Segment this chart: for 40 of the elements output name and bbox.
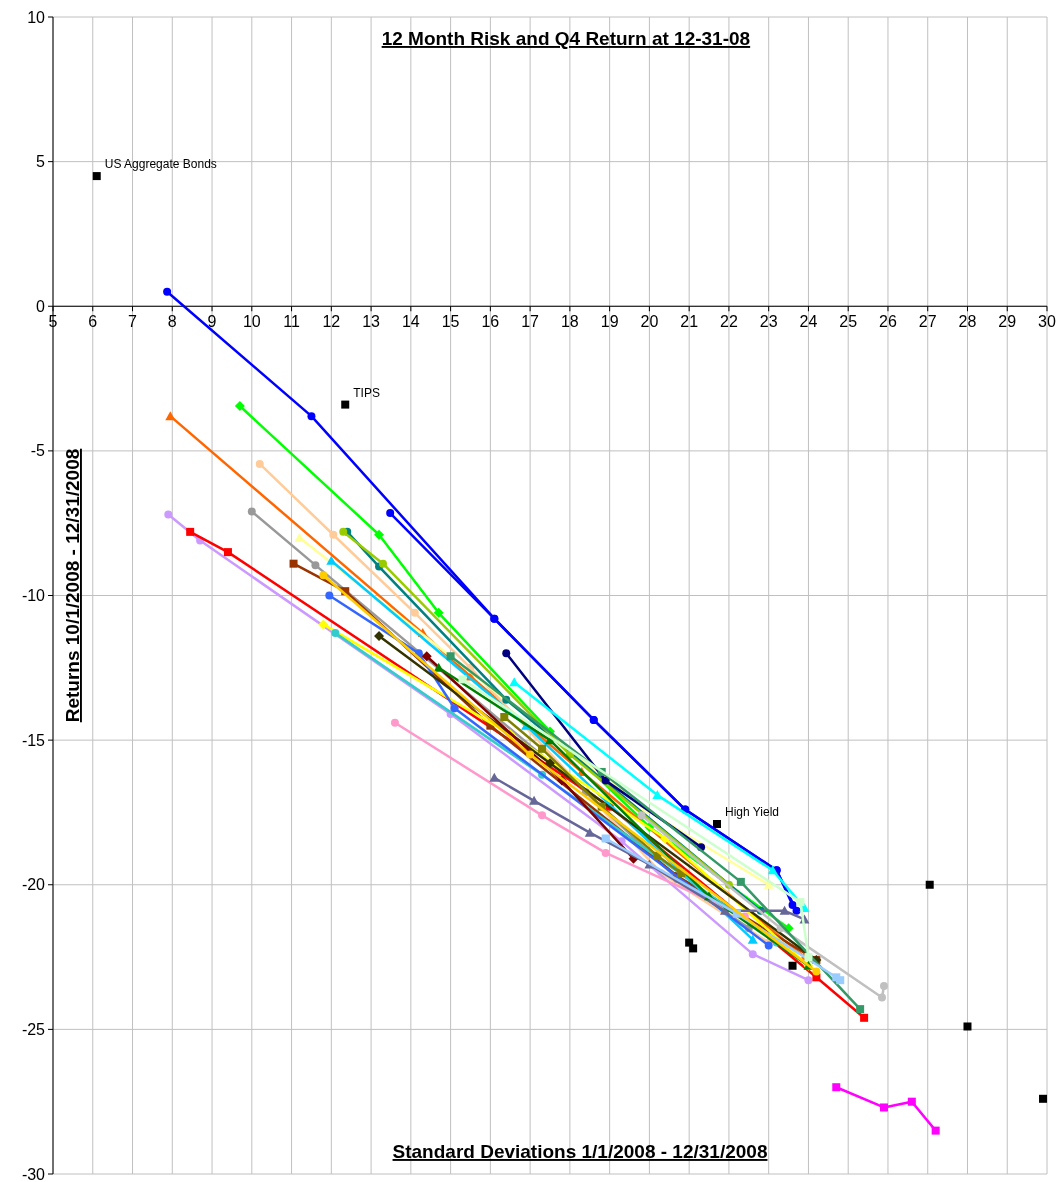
x-tick-label: 23	[759, 313, 778, 331]
x-tick-label: 26	[879, 313, 897, 331]
x-tick-label: 18	[560, 313, 579, 331]
x-tick-label: 10	[242, 313, 261, 331]
annotation: US Aggregate Bonds	[104, 157, 217, 172]
x-tick-label: 19	[600, 313, 619, 331]
y-tick-label: -30	[21, 1165, 46, 1182]
x-tick-label: 11	[283, 313, 300, 331]
x-tick-label: 16	[481, 313, 500, 331]
x-tick-label: 28	[958, 313, 977, 331]
x-tick-label: 9	[207, 313, 217, 331]
text: 12 Month Risk and Q4 Return at 12-31-08	[381, 28, 751, 49]
y-tick-label: -10	[21, 587, 46, 605]
x-tick-label: 14	[401, 313, 420, 331]
x-tick-label: 20	[640, 313, 659, 331]
x-tick-label: 6	[88, 313, 98, 331]
x-tick-label: 22	[720, 313, 738, 331]
y-tick-label: -25	[21, 1020, 46, 1038]
x-tick-label: 29	[998, 313, 1017, 331]
annotation: High Yield	[724, 805, 780, 820]
y-tick-label: 5	[36, 153, 46, 171]
y-tick-label: 0	[36, 297, 46, 315]
y-tick-label: 10	[27, 8, 46, 26]
x-axis-title: Standard Deviations 1/1/2008 - 12/31/2008	[392, 1141, 768, 1162]
x-tick-label: 27	[918, 313, 937, 331]
x-tick-label: 12	[322, 313, 341, 331]
x-tick-label: 24	[799, 313, 818, 331]
y-axis-title: Returns 10/1/2008 - 12/31/2008	[62, 448, 83, 723]
x-tick-label: 13	[362, 313, 381, 331]
x-tick-label: 7	[128, 313, 138, 331]
y-tick-label: -5	[30, 442, 46, 460]
x-tick-label: 17	[521, 313, 540, 331]
x-tick-label: 8	[167, 313, 177, 331]
x-tick-label: 15	[441, 313, 460, 331]
annotation: TIPS	[353, 385, 380, 400]
x-tick-label: 30	[1038, 313, 1056, 331]
x-tick-label: 25	[839, 313, 858, 331]
y-tick-label: -20	[21, 876, 46, 894]
y-tick-label: -15	[21, 731, 46, 749]
x-tick-label: 21	[680, 313, 699, 331]
